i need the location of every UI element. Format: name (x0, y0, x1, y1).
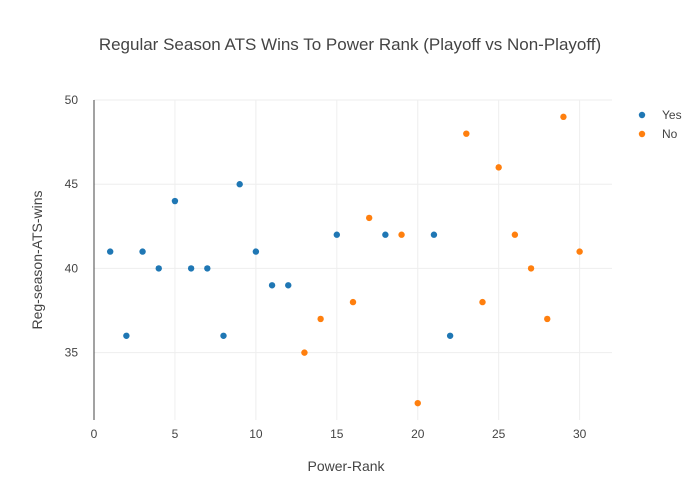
data-point[interactable] (220, 332, 227, 339)
data-point[interactable] (527, 265, 535, 272)
data-point[interactable] (139, 248, 146, 255)
data-point[interactable] (236, 181, 243, 188)
y-axis-title: Reg-season-ATS-wins (29, 190, 45, 329)
legend: Yes No (638, 108, 682, 141)
data-point[interactable] (268, 282, 276, 289)
x-tick-label: 30 (573, 427, 587, 441)
data-point[interactable] (285, 282, 292, 289)
y-tick-label: 45 (65, 177, 79, 191)
data-point[interactable] (252, 248, 260, 255)
data-point[interactable] (382, 231, 389, 238)
legend-label: Yes (662, 108, 682, 122)
legend-label: No (662, 127, 678, 141)
data-point[interactable] (495, 164, 502, 171)
data-point[interactable] (301, 349, 308, 356)
x-tick-label: 5 (172, 427, 179, 441)
tick-labels: 0 5 10 15 20 25 30 35 40 45 50 (65, 93, 587, 441)
legend-item-yes[interactable]: Yes (638, 108, 682, 122)
x-tick-label: 10 (249, 427, 263, 441)
data-points (106, 113, 583, 407)
legend-marker (638, 111, 646, 119)
data-point[interactable] (123, 332, 130, 339)
y-tick-label: 35 (65, 346, 79, 360)
data-point[interactable] (204, 265, 211, 272)
data-point[interactable] (106, 248, 114, 255)
series-no (301, 113, 583, 407)
y-tick-label: 40 (65, 261, 79, 275)
grid-layer (94, 99, 612, 420)
y-tick-label: 50 (65, 93, 79, 107)
data-point[interactable] (333, 231, 341, 238)
data-point[interactable] (349, 298, 357, 306)
x-tick-label: 25 (492, 427, 506, 441)
chart-title: Regular Season ATS Wins To Power Rank (P… (99, 35, 601, 54)
x-tick-label: 20 (411, 427, 425, 441)
data-point[interactable] (414, 399, 421, 407)
data-point[interactable] (463, 130, 470, 137)
data-point[interactable] (155, 265, 162, 272)
data-point[interactable] (171, 197, 179, 205)
data-point[interactable] (511, 231, 519, 238)
x-tick-label: 15 (330, 427, 344, 441)
data-point[interactable] (544, 315, 551, 323)
x-tick-label: 0 (91, 427, 98, 441)
data-point[interactable] (187, 265, 195, 272)
legend-item-no[interactable]: No (638, 127, 678, 141)
data-point[interactable] (317, 315, 324, 323)
data-point[interactable] (479, 298, 486, 306)
data-point[interactable] (446, 332, 454, 339)
series-yes (106, 181, 454, 339)
x-axis-title: Power-Rank (307, 458, 385, 474)
legend-marker (638, 130, 646, 138)
data-point[interactable] (560, 113, 567, 121)
data-point[interactable] (398, 231, 405, 238)
data-point[interactable] (430, 231, 438, 238)
data-point[interactable] (365, 214, 373, 222)
data-point[interactable] (576, 248, 583, 255)
